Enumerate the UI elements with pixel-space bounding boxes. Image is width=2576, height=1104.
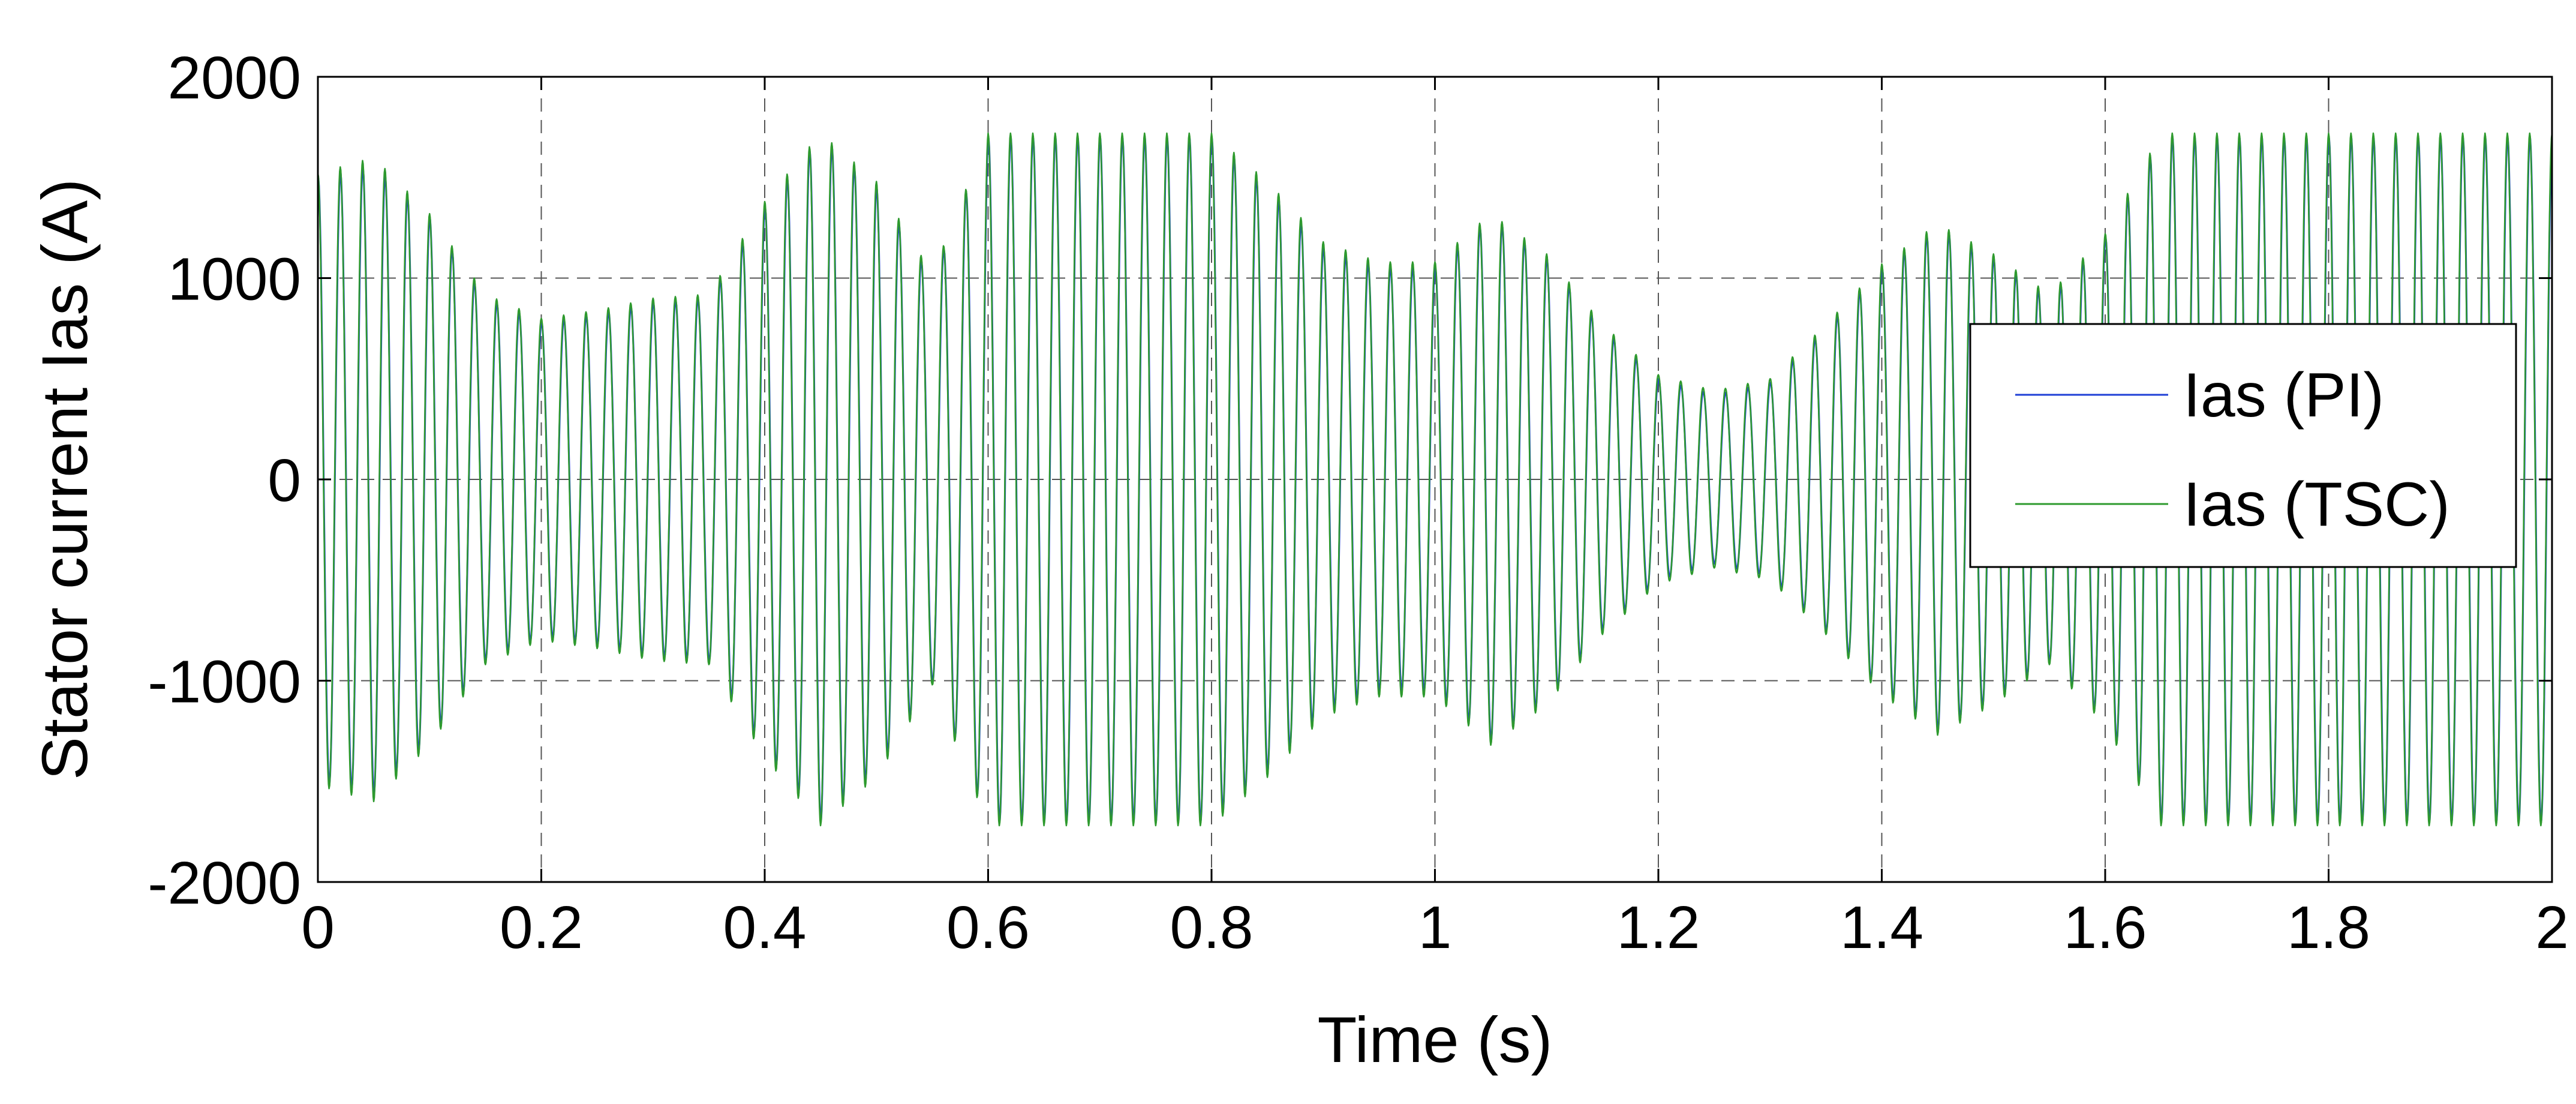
series-layer (317, 132, 2553, 827)
x-tick-label: 1.8 (2287, 894, 2370, 961)
series-line-ias-tsc (317, 132, 2553, 827)
x-tick-label: 0.2 (500, 894, 583, 961)
y-tick-label: -1000 (148, 649, 301, 716)
x-tick-label: 0.6 (946, 894, 1030, 961)
x-tick-label: 0 (301, 894, 335, 961)
legend-label-ias-tsc: Ias (TSC) (2183, 470, 2450, 539)
x-tick-label: 1.4 (1840, 894, 1923, 961)
x-axis-title: Time (s) (1318, 1003, 1553, 1076)
legend: Ias (PI) Ias (TSC) (1969, 323, 2517, 568)
tick-marks (317, 76, 2553, 883)
legend-box (1969, 323, 2517, 568)
y-axis-title: Stator current Ias (A) (28, 179, 101, 780)
y-tick-label: -2000 (148, 850, 301, 917)
x-tick-label: 0.4 (723, 894, 806, 961)
legend-label-ias-pi: Ias (PI) (2183, 361, 2384, 430)
x-tick-label: 1.2 (1616, 894, 1700, 961)
y-tick-label: 1000 (168, 246, 301, 313)
y-tick-label: 0 (267, 447, 301, 514)
x-tick-label: 1 (1418, 894, 1452, 961)
y-tick-label: 2000 (168, 44, 301, 112)
x-tick-label: 1.6 (2063, 894, 2147, 961)
x-tick-label: 2 (2535, 894, 2569, 961)
y-tick-labels: 2000 1000 0 -1000 -2000 (148, 44, 301, 917)
x-tick-label: 0.8 (1170, 894, 1253, 961)
x-tick-labels: 0 0.2 0.4 0.6 0.8 1 1.2 1.4 1.6 1.8 2 (301, 894, 2569, 961)
